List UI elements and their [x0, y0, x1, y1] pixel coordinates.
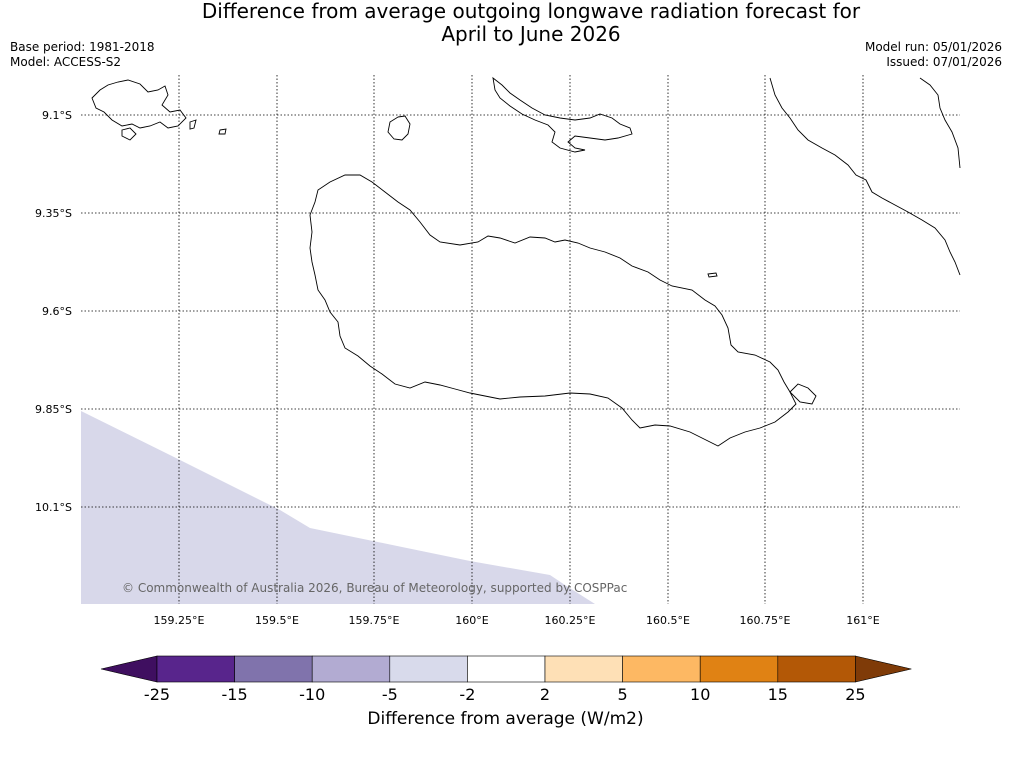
copyright-notice: © Commonwealth of Australia 2026, Bureau…	[122, 581, 627, 595]
colorbar-segment	[544, 655, 623, 683]
longitude-labels: 159.25°E 159.5°E 159.75°E 160°E 160.25°E…	[154, 614, 880, 627]
colorbar-tick-label: -5	[382, 685, 398, 704]
colorbar-extend-low	[100, 655, 158, 683]
colorbar-tick-label: 15	[768, 685, 788, 704]
lon-label: 160.25°E	[545, 614, 596, 627]
lon-label: 159.5°E	[255, 614, 299, 627]
model-info: Base period: 1981-2018 Model: ACCESS-S2	[10, 40, 155, 70]
colorbar-tick-label: 5	[618, 685, 628, 704]
russell-islands-outline	[91, 79, 187, 129]
lon-label: 161°E	[846, 614, 879, 627]
colorbar-tick-label: -10	[299, 685, 325, 704]
lon-label: 159.25°E	[154, 614, 205, 627]
title-line-1: Difference from average outgoing longwav…	[201, 0, 861, 23]
latitude-labels: 9.1°S 9.35°S 9.6°S 9.85°S 10.1°S	[35, 109, 72, 514]
lon-label: 160.5°E	[646, 614, 690, 627]
run-info: Model run: 05/01/2026 Issued: 07/01/2026	[865, 40, 1002, 70]
colorbar-segment	[699, 655, 779, 683]
coastlines	[91, 76, 961, 447]
gridlines	[81, 75, 960, 604]
lat-label: 9.85°S	[35, 403, 72, 416]
colorbar-tick-label: -2	[459, 685, 475, 704]
colorbar-extend-high	[855, 655, 912, 683]
small-islet	[707, 272, 718, 278]
colorbar-segment	[622, 655, 701, 683]
colorbar: -25 -15 -10 -5 -2 2 5 10 15 25	[100, 655, 912, 704]
title-line-2: April to June 2026	[441, 22, 621, 46]
lat-label: 9.35°S	[35, 207, 72, 220]
east-islet	[789, 383, 817, 405]
guadalcanal-island-outline	[309, 174, 797, 447]
base-period: Base period: 1981-2018	[10, 40, 155, 54]
colorbar-tick-label: -25	[144, 685, 170, 704]
russell-islet-3	[218, 128, 227, 135]
lon-label: 160°E	[455, 614, 488, 627]
chart-title: Difference from average outgoing longwav…	[0, 0, 1011, 46]
lat-label: 9.6°S	[42, 305, 72, 318]
model-name: Model: ACCESS-S2	[10, 55, 122, 69]
colorbar-segment	[467, 655, 546, 683]
issued-date: Issued: 07/01/2026	[886, 55, 1002, 69]
lat-label: 9.1°S	[42, 109, 72, 122]
colorbar-label: Difference from average (W/m2)	[367, 709, 644, 729]
russell-islet-1	[121, 127, 137, 141]
malaita-coast-outline	[769, 77, 961, 276]
malaita-east-coast	[919, 77, 961, 169]
colorbar-segment	[234, 655, 313, 683]
lon-label: 159.75°E	[349, 614, 400, 627]
colorbar-segment	[156, 655, 235, 683]
florida-islands-outline	[492, 76, 633, 153]
colorbar-segment	[777, 655, 856, 683]
savo-island-outline	[387, 115, 411, 141]
anomaly-shaded-region	[81, 411, 595, 604]
colorbar-tick-label: 2	[540, 685, 550, 704]
model-run: Model run: 05/01/2026	[864, 40, 1002, 54]
lon-label: 160.75°E	[740, 614, 791, 627]
colorbar-tick-label: 10	[690, 685, 710, 704]
colorbar-segment	[311, 655, 391, 683]
lat-label: 10.1°S	[35, 501, 72, 514]
colorbar-tick-label: 25	[845, 685, 865, 704]
russell-islet-2	[189, 119, 197, 130]
colorbar-segment	[389, 655, 468, 683]
colorbar-tick-label: -15	[222, 685, 248, 704]
